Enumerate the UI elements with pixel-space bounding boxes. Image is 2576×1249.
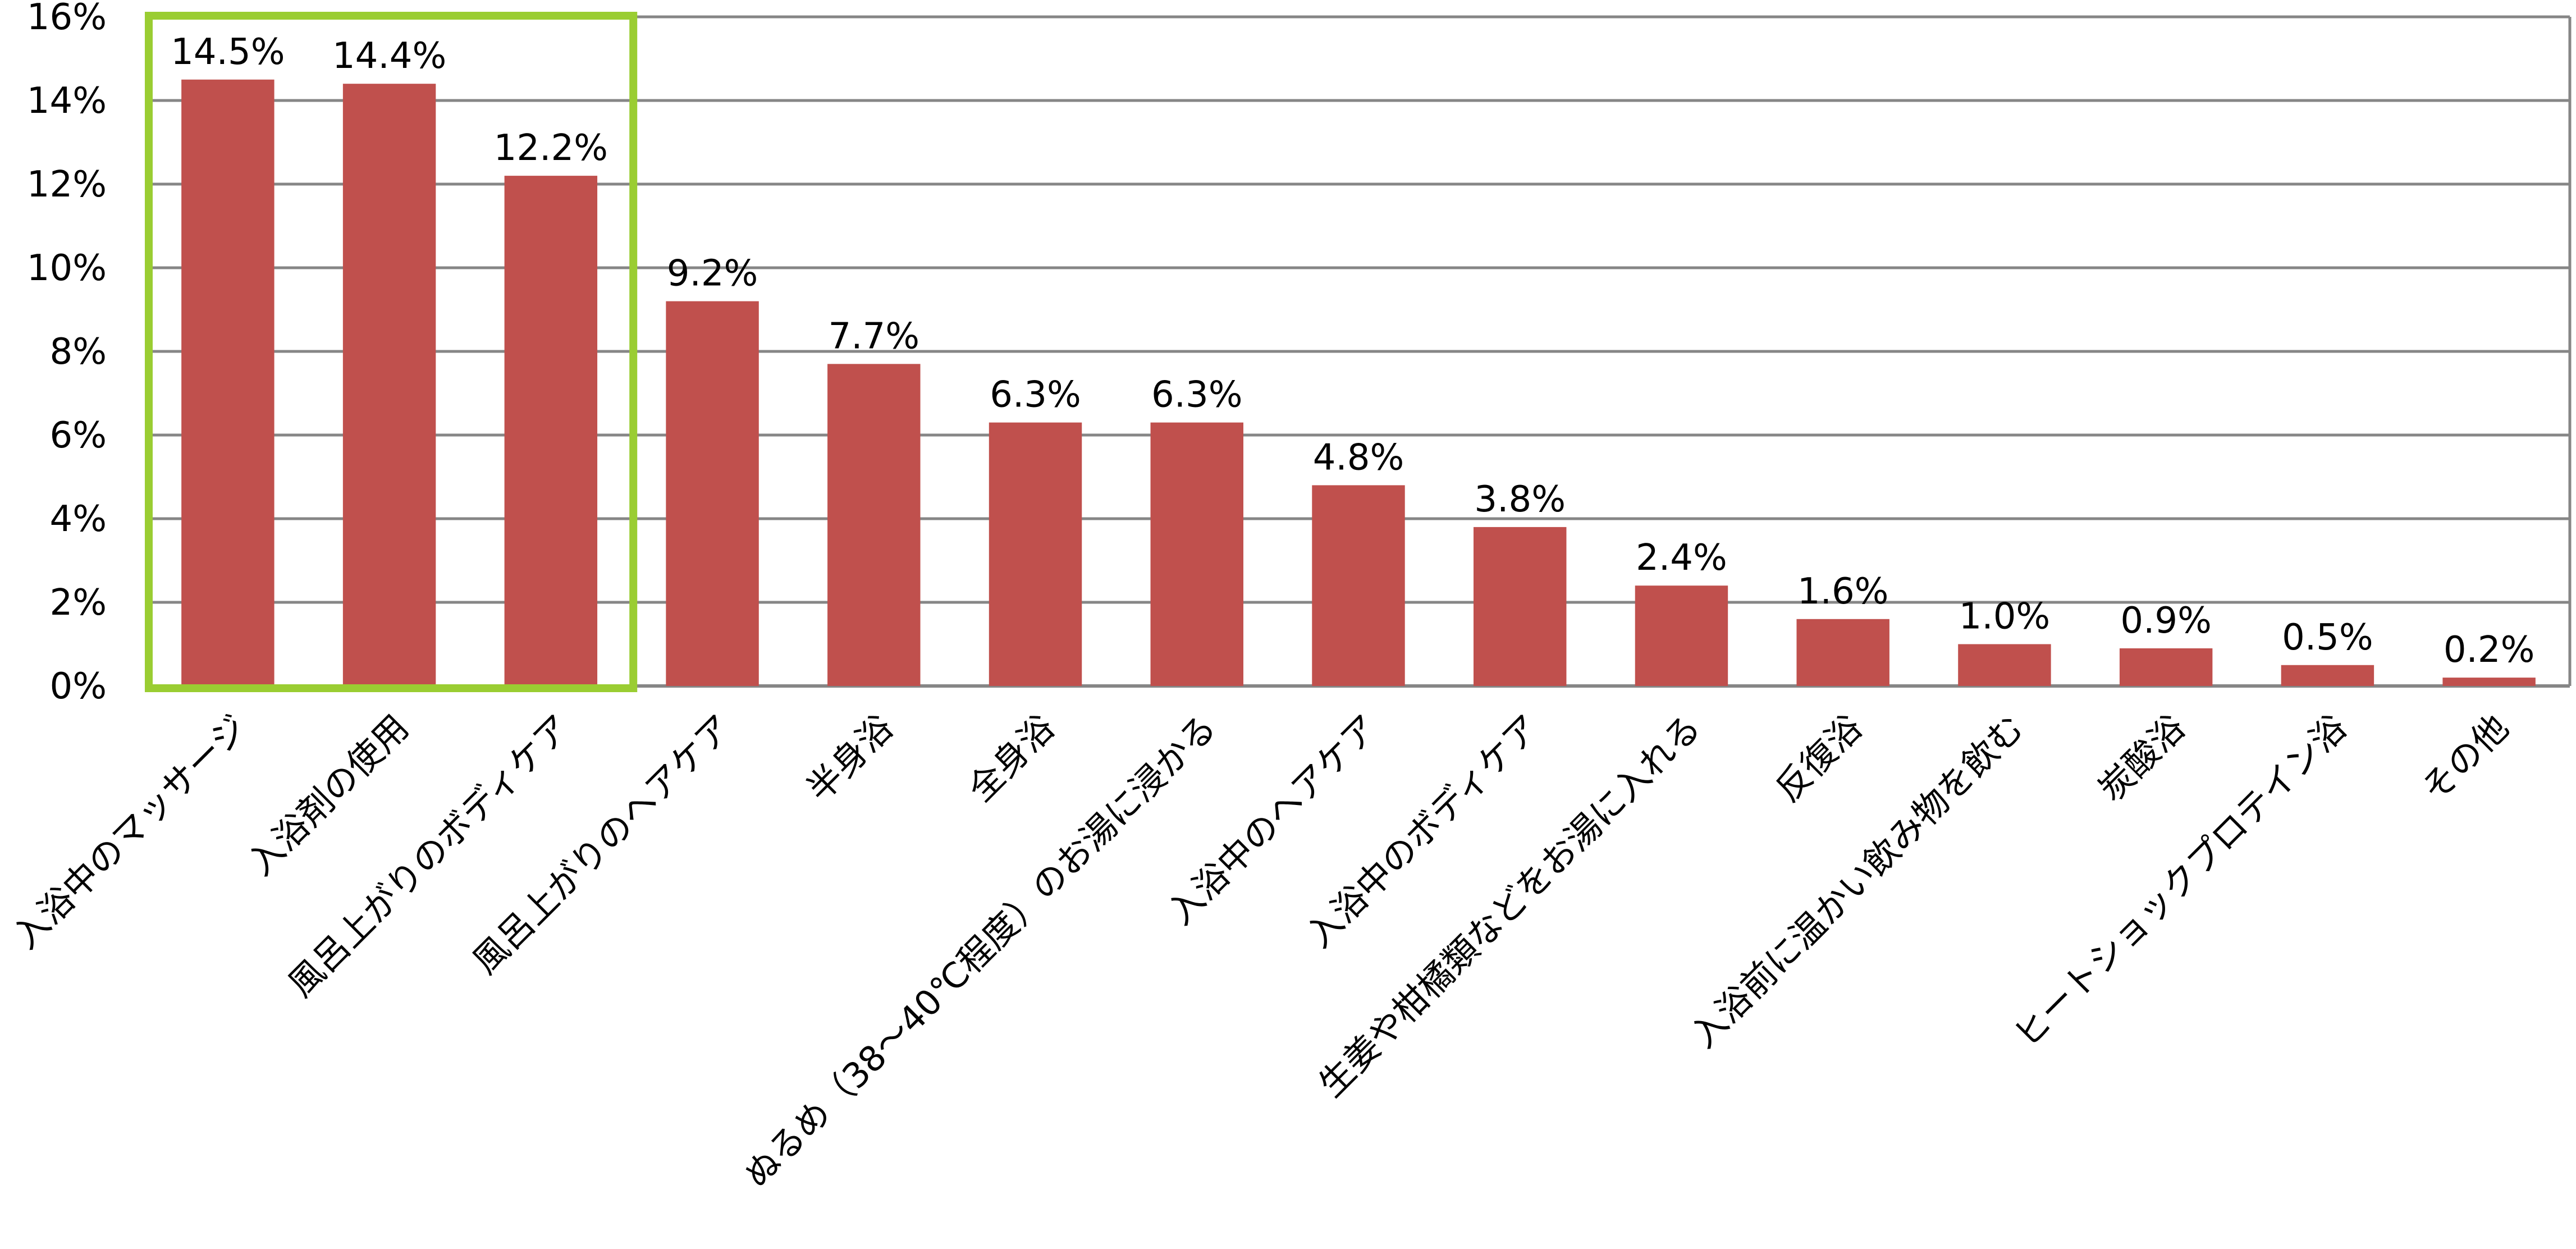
y-tick-label: 2% — [49, 582, 107, 624]
y-tick-label: 8% — [49, 331, 107, 373]
y-tick-label: 4% — [49, 498, 107, 540]
bar — [1474, 527, 1567, 686]
y-tick-label: 10% — [27, 248, 107, 289]
bar — [181, 79, 274, 686]
bar — [989, 422, 1082, 686]
data-label: 6.3% — [1151, 374, 1243, 416]
category-label: 入浴剤の使用 — [240, 707, 417, 884]
bar — [1958, 644, 2051, 686]
bar — [2442, 678, 2536, 686]
bar — [342, 84, 436, 687]
bar — [1796, 619, 1889, 686]
data-label: 9.2% — [667, 253, 758, 295]
y-tick-label: 14% — [27, 80, 107, 122]
data-label: 14.5% — [171, 31, 285, 73]
data-label: 2.4% — [1636, 537, 1727, 579]
bar — [504, 176, 598, 687]
category-label: その他 — [2414, 707, 2516, 809]
data-label: 14.4% — [332, 35, 446, 77]
data-label: 0.2% — [2444, 629, 2535, 671]
y-axis-ticks: 0% 2% 4% 6% 8% 10% 12% 14% 16% — [27, 0, 107, 707]
category-label: 入浴中のマッサージ — [5, 707, 255, 957]
bar — [1635, 585, 1728, 686]
highlight-box — [145, 12, 638, 692]
data-label: 12.2% — [494, 127, 608, 169]
y-tick-label: 6% — [49, 415, 107, 456]
bar — [2281, 665, 2374, 686]
data-label: 0.9% — [2120, 600, 2212, 642]
bar — [827, 364, 921, 686]
data-label: 1.6% — [1797, 571, 1889, 612]
bar — [666, 301, 759, 686]
data-labels: 14.5% 14.4% 12.2% 9.2% 7.7% 6.3% 6.3% 4.8% 3.8% 2… — [171, 31, 2534, 671]
bar — [2119, 648, 2213, 686]
data-label: 4.8% — [1313, 437, 1404, 478]
category-label: 反復浴 — [1768, 707, 1870, 809]
data-label: 0.5% — [2282, 617, 2373, 658]
y-tick-label: 0% — [49, 666, 107, 707]
data-label: 1.0% — [1959, 596, 2051, 638]
x-axis-labels: 入浴中のマッサージ入浴剤の使用風呂上がりのボディケア風呂上がりのヘアケア 半身浴全… — [5, 707, 2516, 1195]
y-tick-label: 12% — [27, 164, 107, 205]
highlight-group — [145, 12, 638, 692]
data-label: 6.3% — [990, 374, 1081, 416]
category-label: 全身浴 — [960, 707, 1063, 809]
category-label: 風呂上がりのボディケア — [280, 707, 578, 1005]
category-label: 風呂上がりのヘアケア — [465, 707, 740, 982]
data-label: 3.8% — [1474, 479, 1566, 520]
bar — [1312, 485, 1405, 686]
bar — [1150, 422, 1243, 686]
category-label: 炭酸浴 — [2090, 707, 2193, 809]
bars — [181, 79, 2536, 687]
category-label: 半身浴 — [798, 707, 901, 809]
data-label: 7.7% — [829, 315, 920, 357]
category-label: ヒートショックプロテイン浴 — [2006, 707, 2355, 1056]
category-label: 入浴前に温かい飲み物を飲む — [1683, 707, 2032, 1056]
y-tick-label: 16% — [27, 0, 107, 38]
